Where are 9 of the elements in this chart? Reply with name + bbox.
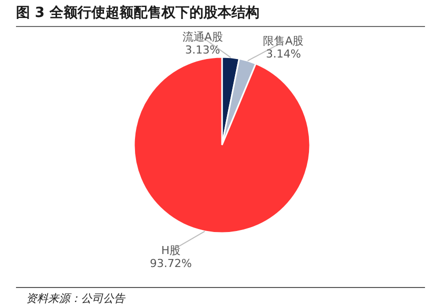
data-label: 3.14% (266, 48, 301, 61)
pie-slice (133, 56, 311, 234)
data-label: 3.13% (185, 44, 220, 57)
slice-label: H股 (161, 244, 180, 257)
text: 资料来源：公司公告 (16, 287, 425, 306)
slice-label: 限售A股 (263, 34, 304, 48)
data-label: 93.72% (150, 256, 192, 270)
slice-label: 流通A股 (182, 30, 223, 44)
chart-title: 图 3 全额行使超额配售权下的股本结构 (16, 4, 425, 27)
